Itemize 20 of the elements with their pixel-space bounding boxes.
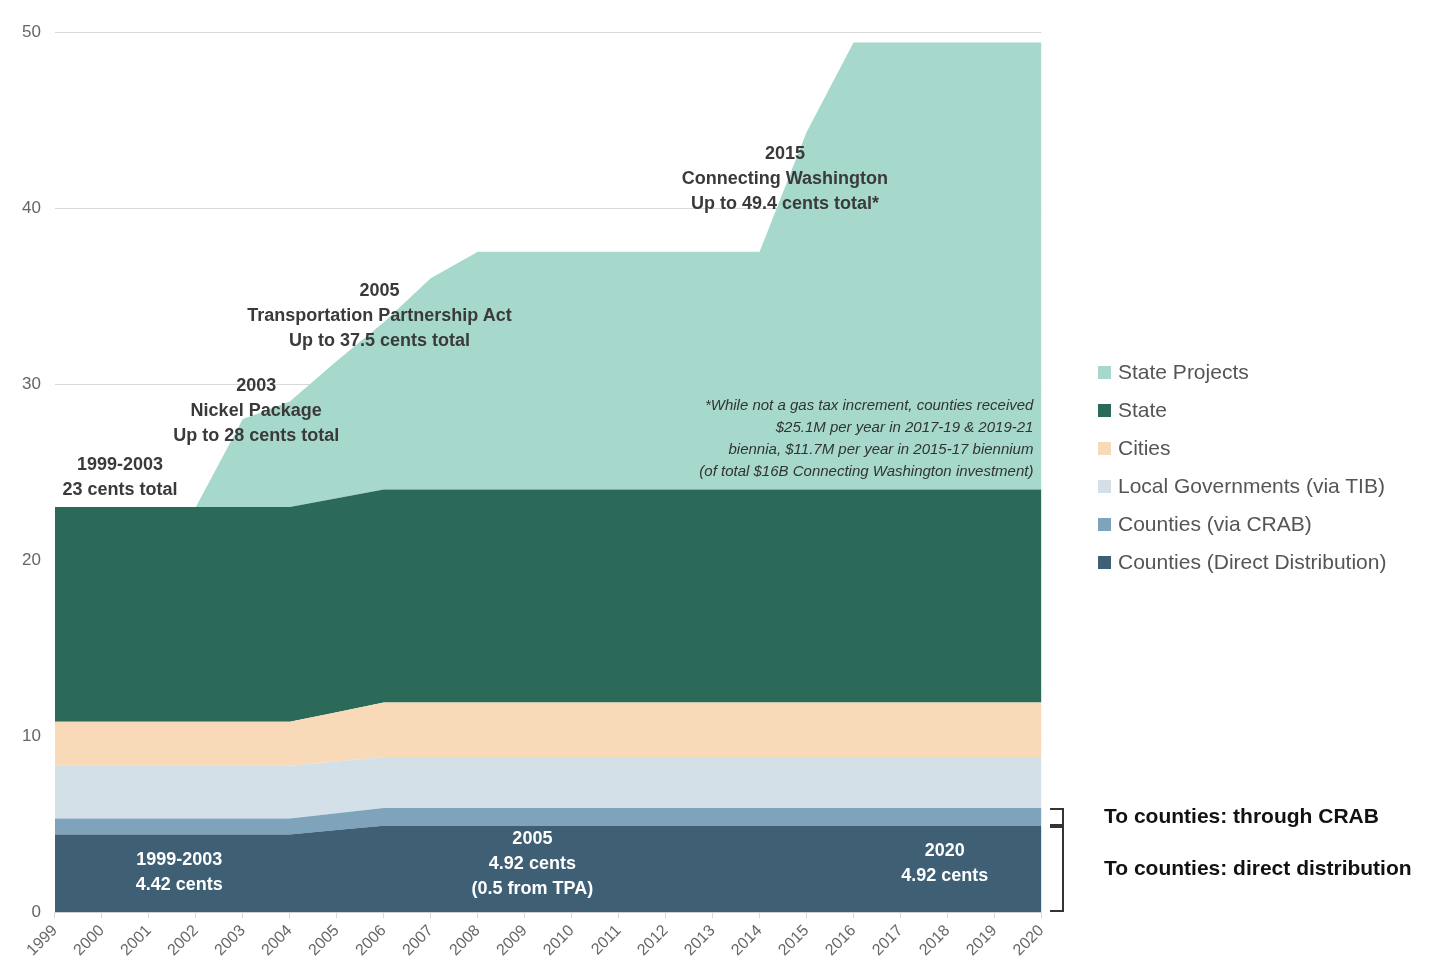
legend-label: State [1118, 398, 1168, 422]
legend-label: Counties (via CRAB) [1118, 512, 1312, 536]
y-tick-label: 50 [21, 21, 41, 41]
y-tick-label: 30 [21, 373, 41, 393]
legend-label: Cities [1118, 436, 1171, 460]
legend-label: Counties (Direct Distribution) [1118, 550, 1387, 574]
legend-label: Local Governments (via TIB) [1118, 474, 1385, 498]
y-tick-label: 40 [21, 197, 41, 217]
annotation: *While not a gas tax increment, counties received $25.1M per year in 2017-19 & 2019-21 biennia, $11.7M per year in 2015-17 biennium (of total $16B Connecting Washington investment) [699, 395, 1035, 479]
text: To counties: through CRAB [1104, 803, 1379, 828]
y-tick-label: 20 [21, 549, 41, 569]
annotation: 2005 4.92 cents (0.5 from TPA) [471, 827, 594, 898]
annotation: 1999-2003 23 cents total [62, 453, 178, 499]
annotation: 2020 4.92 cents [901, 840, 989, 886]
y-tick-label: 0 [31, 901, 41, 921]
annotation: 1999-2003 4.42 cents [135, 849, 223, 895]
legend-label: State Projects [1118, 360, 1249, 384]
text: To counties: direct distribution [1104, 855, 1412, 880]
y-tick-label: 10 [21, 725, 41, 745]
annotation: 2015 Connecting Washington Up to 49.4 cents total* [681, 143, 889, 214]
